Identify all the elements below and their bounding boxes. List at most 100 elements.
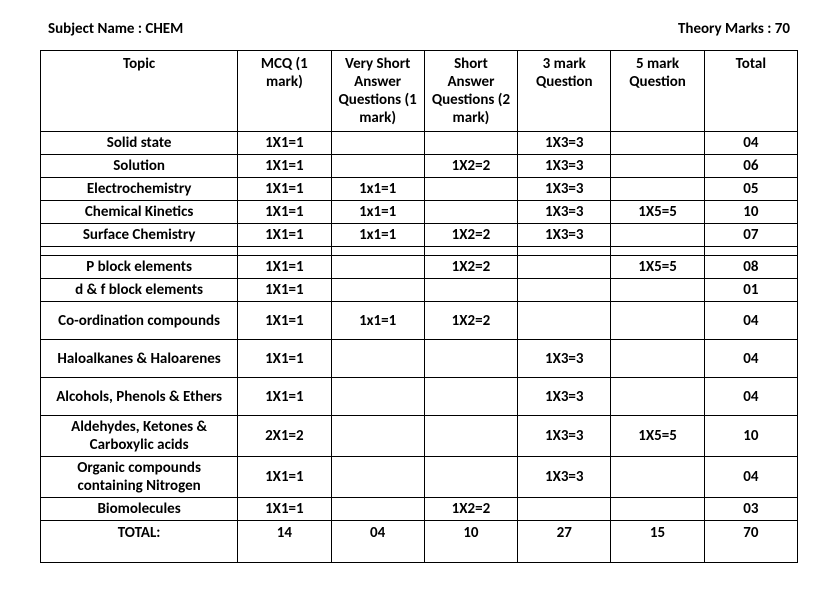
cell-mcq: 1X1=1 xyxy=(238,132,331,155)
cell-mcq: 1X1=1 xyxy=(238,498,331,521)
cell-vsa xyxy=(331,340,424,378)
cell-sa xyxy=(424,378,517,416)
cell-q3: 1X3=3 xyxy=(518,224,611,247)
cell-q5 xyxy=(611,224,704,247)
cell-mcq: 1X1=1 xyxy=(238,302,331,340)
table-row: Chemical Kinetics 1X1=1 1x1=1 1X3=3 1X5=… xyxy=(41,201,798,224)
totals-row: TOTAL: 14 04 10 27 15 70 xyxy=(41,521,798,563)
cell-q3: 1X3=3 xyxy=(518,201,611,224)
table-row: Alcohols, Phenols & Ethers 1X1=1 1X3=3 0… xyxy=(41,378,798,416)
cell-vsa: 1x1=1 xyxy=(331,201,424,224)
cell-topic: Biomolecules xyxy=(41,498,238,521)
cell-mcq: 1X1=1 xyxy=(238,340,331,378)
cell-mcq: 1X1=1 xyxy=(238,201,331,224)
cell-total: 05 xyxy=(704,178,797,201)
cell-sa xyxy=(424,457,517,498)
cell-total: 10 xyxy=(704,201,797,224)
cell-vsa: 1x1=1 xyxy=(331,178,424,201)
cell-q5 xyxy=(611,279,704,302)
cell-q3 xyxy=(518,302,611,340)
cell-q3 xyxy=(518,498,611,521)
cell-q3 xyxy=(518,256,611,279)
cell-topic: Alcohols, Phenols & Ethers xyxy=(41,378,238,416)
cell-q5: 1X5=5 xyxy=(611,201,704,224)
cell-q5 xyxy=(611,457,704,498)
cell-vsa: 04 xyxy=(331,521,424,563)
cell-q5: 1X5=5 xyxy=(611,416,704,457)
cell-q5 xyxy=(611,498,704,521)
col-sa: Short Answer Questions (2 mark) xyxy=(424,51,517,132)
cell-sa xyxy=(424,201,517,224)
cell-vsa xyxy=(331,279,424,302)
table-row: Haloalkanes & Haloarenes 1X1=1 1X3=3 04 xyxy=(41,340,798,378)
cell-q3: 1X3=3 xyxy=(518,416,611,457)
cell-topic: P block elements xyxy=(41,256,238,279)
table-row: Solution 1X1=1 1X2=2 1X3=3 06 xyxy=(41,155,798,178)
cell-topic: Electrochemistry xyxy=(41,178,238,201)
cell-vsa xyxy=(331,416,424,457)
subject-name: Subject Name : CHEM xyxy=(48,20,183,38)
cell-mcq: 1X1=1 xyxy=(238,457,331,498)
cell-q3: 1X3=3 xyxy=(518,340,611,378)
cell-sa: 10 xyxy=(424,521,517,563)
cell-vsa xyxy=(331,378,424,416)
cell-vsa xyxy=(331,457,424,498)
cell-total: 04 xyxy=(704,378,797,416)
cell-mcq: 14 xyxy=(238,521,331,563)
cell-mcq: 1X1=1 xyxy=(238,155,331,178)
cell-q3: 1X3=3 xyxy=(518,457,611,498)
cell-topic: Surface Chemistry xyxy=(41,224,238,247)
cell-topic: TOTAL: xyxy=(41,521,238,563)
cell-q5 xyxy=(611,378,704,416)
table-body: Solid state 1X1=1 1X3=3 04 Solution 1X1=… xyxy=(41,132,798,563)
cell-q5 xyxy=(611,178,704,201)
cell-q5 xyxy=(611,132,704,155)
cell-sa xyxy=(424,340,517,378)
cell-vsa xyxy=(331,256,424,279)
cell-q3: 1X3=3 xyxy=(518,155,611,178)
spacer-row xyxy=(41,247,798,256)
col-topic: Topic xyxy=(41,51,238,132)
col-mcq: MCQ (1 mark) xyxy=(238,51,331,132)
cell-total: 04 xyxy=(704,302,797,340)
cell-mcq: 1X1=1 xyxy=(238,378,331,416)
cell-vsa: 1x1=1 xyxy=(331,224,424,247)
cell-sa: 1X2=2 xyxy=(424,256,517,279)
cell-topic: Haloalkanes & Haloarenes xyxy=(41,340,238,378)
cell-total: 08 xyxy=(704,256,797,279)
table-header-row: Topic MCQ (1 mark) Very Short Answer Que… xyxy=(41,51,798,132)
cell-sa xyxy=(424,132,517,155)
table-row: P block elements 1X1=1 1X2=2 1X5=5 08 xyxy=(41,256,798,279)
cell-topic: Solution xyxy=(41,155,238,178)
cell-q5: 15 xyxy=(611,521,704,563)
cell-q3 xyxy=(518,279,611,302)
cell-total: 01 xyxy=(704,279,797,302)
cell-q5 xyxy=(611,302,704,340)
cell-mcq: 2X1=2 xyxy=(238,416,331,457)
cell-total: 04 xyxy=(704,340,797,378)
cell-vsa: 1x1=1 xyxy=(331,302,424,340)
cell-q3: 1X3=3 xyxy=(518,132,611,155)
theory-marks: Theory Marks : 70 xyxy=(678,20,790,38)
col-5mark: 5 mark Question xyxy=(611,51,704,132)
table-row: d & f block elements 1X1=1 01 xyxy=(41,279,798,302)
cell-topic: Co-ordination compounds xyxy=(41,302,238,340)
cell-total: 04 xyxy=(704,132,797,155)
cell-topic: Solid state xyxy=(41,132,238,155)
cell-q5: 1X5=5 xyxy=(611,256,704,279)
cell-q3: 1X3=3 xyxy=(518,378,611,416)
cell-topic: Aldehydes, Ketones & Carboxylic acids xyxy=(41,416,238,457)
cell-sa: 1X2=2 xyxy=(424,498,517,521)
cell-q3: 1X3=3 xyxy=(518,178,611,201)
cell-q5 xyxy=(611,340,704,378)
cell-mcq: 1X1=1 xyxy=(238,279,331,302)
cell-sa: 1X2=2 xyxy=(424,224,517,247)
cell-total: 10 xyxy=(704,416,797,457)
table-row: Co-ordination compounds 1X1=1 1x1=1 1X2=… xyxy=(41,302,798,340)
cell-sa xyxy=(424,416,517,457)
cell-sa xyxy=(424,279,517,302)
cell-mcq: 1X1=1 xyxy=(238,224,331,247)
cell-topic: Organic compounds containing Nitrogen xyxy=(41,457,238,498)
col-vsa: Very Short Answer Questions (1 mark) xyxy=(331,51,424,132)
table-row: Surface Chemistry 1X1=1 1x1=1 1X2=2 1X3=… xyxy=(41,224,798,247)
